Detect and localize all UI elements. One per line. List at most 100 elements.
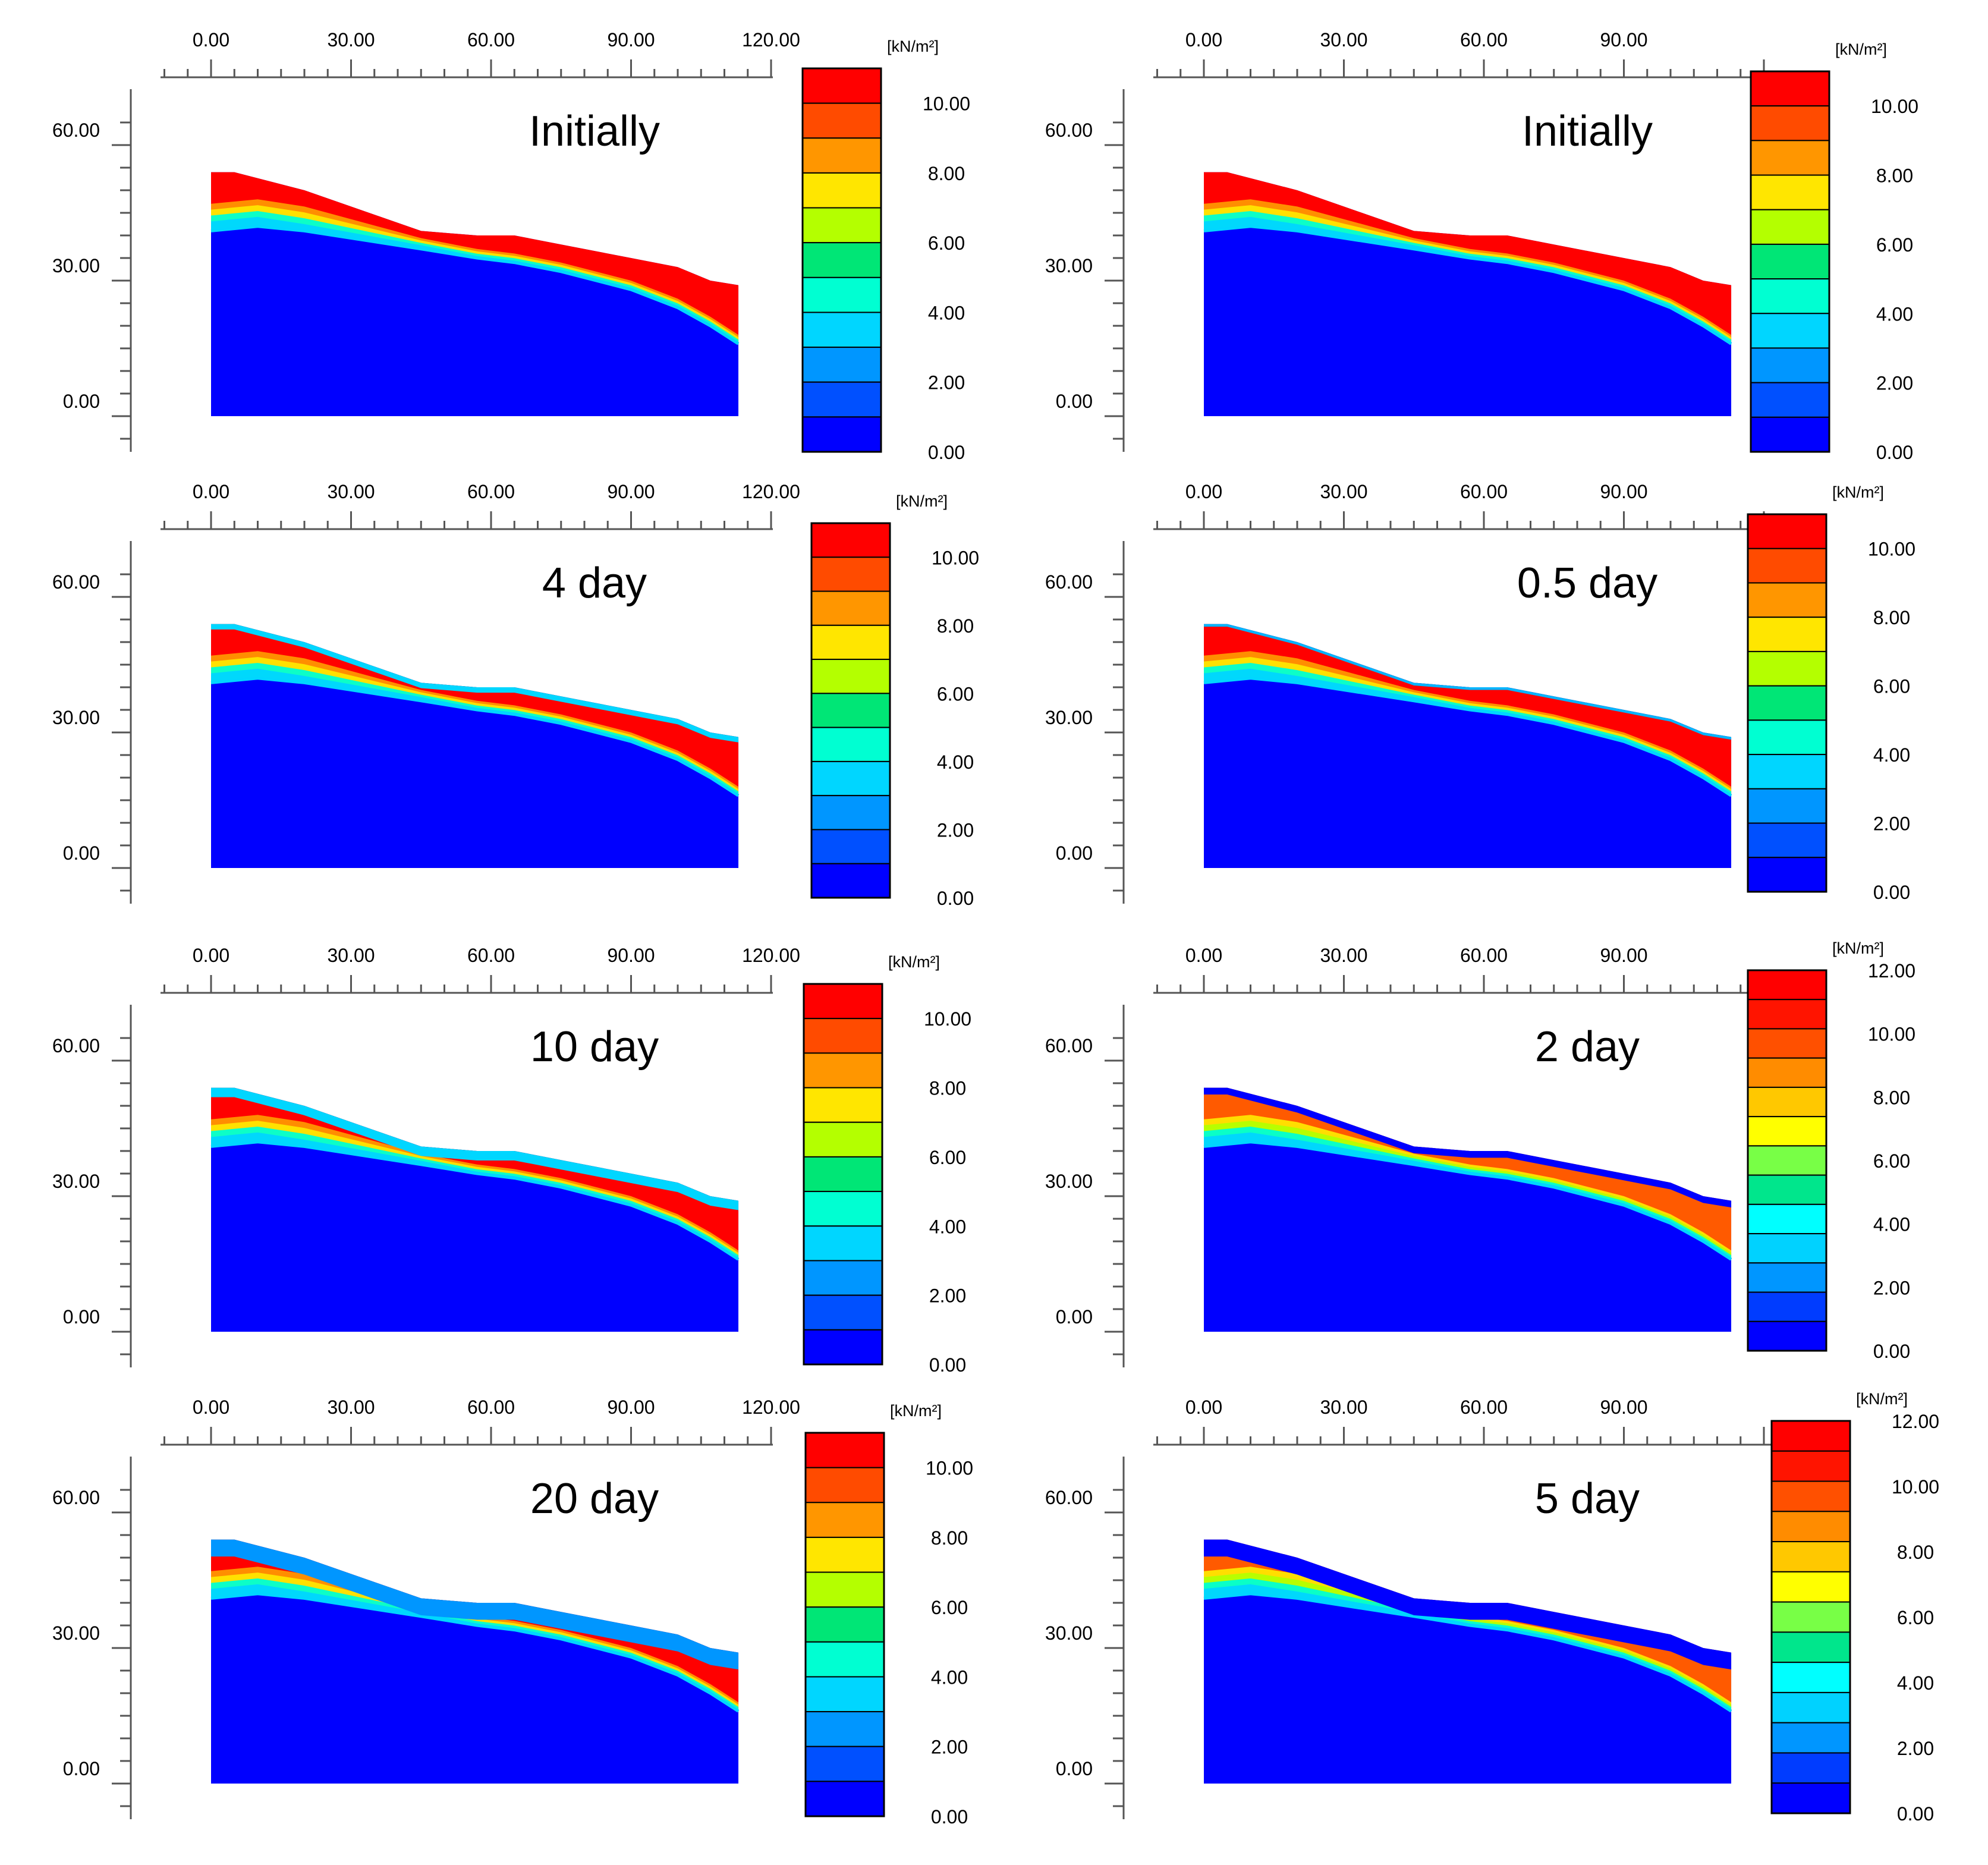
x-tick-label: 120.00 [742, 945, 800, 966]
legend-label: 4.00 [929, 1216, 966, 1237]
legend-units: [kN/m²] [890, 1402, 942, 1420]
legend-label: 2.00 [1897, 1738, 1934, 1759]
legend-swatch [1771, 1480, 1851, 1512]
x-tick-label: 0.00 [193, 29, 229, 51]
legend-label: 2.00 [1876, 373, 1913, 394]
legend-label: 8.00 [1873, 1087, 1910, 1108]
legend-swatch [811, 693, 891, 728]
y-tick-label: 30.00 [52, 255, 100, 276]
wetting-front-zone [1204, 1539, 1732, 1670]
legend-panel-1: [kN/m²] 0.00 2.00 4.00 6.00 8.00 10.00 [801, 37, 970, 463]
legend-units: [kN/m²] [1832, 939, 1884, 957]
y-tick-label: 60.00 [52, 119, 100, 141]
y-tick-label: 0.00 [63, 1306, 100, 1328]
legend-swatch [1771, 1601, 1851, 1633]
legend-label: 2.00 [1873, 813, 1910, 835]
legend-swatch [1747, 548, 1827, 584]
legend-swatch [805, 1467, 885, 1504]
panel-4: 0.00 30.00 60.00 90.00 60.00 30.00 0.00 0.5 day [1045, 481, 1783, 904]
legend-label: 0.00 [928, 442, 965, 463]
x-tick-label: 30.00 [327, 481, 375, 502]
legend-swatch [805, 1571, 885, 1608]
x-tick-label: 90.00 [607, 29, 655, 51]
legend-swatch [1750, 347, 1830, 383]
legend-swatch [1747, 617, 1827, 652]
legend-swatch [803, 1018, 883, 1054]
legend-label: 8.00 [929, 1078, 966, 1099]
legend-swatch [1747, 1028, 1827, 1059]
y-tick-label: 60.00 [1045, 1035, 1093, 1056]
wetting-front-zone [211, 1087, 739, 1210]
stage-label: 5 day [1535, 1475, 1640, 1523]
legend-label: 4.00 [1873, 744, 1910, 766]
unsaturated-zone [1204, 172, 1732, 344]
legend-panel-8: [kN/m²] 0.00 2.00 4.00 6.00 8.00 10.00 12.00 [1770, 1390, 1939, 1825]
y-tick-label: 30.00 [52, 707, 100, 728]
wetting-front-zone [211, 624, 739, 743]
legend-swatch [1771, 1571, 1851, 1603]
panel-2: 0.00 30.00 60.00 90.00 60.00 30.00 0.00 Initial… [1045, 29, 1783, 452]
legend-label: 6.00 [1873, 676, 1910, 697]
legend-panel-2: [kN/m²] 0.00 2.00 4.00 6.00 8.00 10.00 [1750, 40, 1918, 463]
legend-swatch [811, 863, 891, 899]
panel-1: 0.00 30.00 60.00 90.00 120.00 60.00 30.00 0.00 I… [52, 29, 800, 452]
legend-label: 0.00 [931, 1806, 968, 1828]
y-tick-label: 60.00 [52, 571, 100, 593]
x-tick-label: 120.00 [742, 481, 800, 502]
legend-label: 0.00 [1873, 1341, 1910, 1362]
legend-swatch [811, 760, 891, 797]
legend-swatch [1750, 105, 1830, 141]
legend-label: 10.00 [1892, 1476, 1939, 1498]
x-tick-label: 0.00 [193, 945, 229, 966]
legend-swatch [1747, 999, 1827, 1030]
legend-swatch [803, 1121, 883, 1158]
legend-swatch [1747, 754, 1827, 790]
legend-swatch [1747, 857, 1827, 892]
legend-label: 2.00 [928, 372, 965, 394]
x-tick-label: 90.00 [607, 1397, 655, 1418]
legend-swatch [1747, 1174, 1827, 1205]
x-tick-label: 30.00 [1320, 945, 1367, 966]
legend-label: 6.00 [1876, 234, 1913, 256]
wetting-front-zone [211, 1539, 739, 1670]
legend-swatch [803, 1052, 883, 1089]
legend-label: 8.00 [928, 163, 965, 184]
legend-swatch [1747, 1233, 1827, 1264]
stage-label: 20 day [530, 1475, 659, 1523]
legend-label: 0.00 [1876, 442, 1913, 463]
legend-swatch [803, 983, 883, 1020]
y-tick-label: 0.00 [63, 1758, 100, 1779]
y-tick-label: 0.00 [1056, 1306, 1093, 1328]
legend-swatch [803, 1260, 883, 1296]
legend-swatch [811, 523, 891, 558]
x-tick-label: 60.00 [467, 945, 515, 966]
legend-swatch [811, 829, 891, 864]
legend-swatch [1771, 1752, 1851, 1784]
y-tick-label: 30.00 [1045, 707, 1093, 728]
y-tick-label: 30.00 [52, 1622, 100, 1644]
legend-swatch [1750, 278, 1830, 314]
legend-swatch [1771, 1662, 1851, 1693]
legend-frame [801, 67, 882, 453]
x-tick-label: 0.00 [193, 1397, 229, 1418]
legend-label: 4.00 [1873, 1214, 1910, 1235]
legend-swatch [1747, 719, 1827, 756]
legend-label: 10.00 [926, 1458, 973, 1479]
legend-label: 10.00 [1868, 539, 1915, 560]
x-tick-label: 30.00 [327, 945, 375, 966]
legend-frame [803, 983, 883, 1366]
x-tick-label: 60.00 [1460, 1397, 1508, 1418]
legend-swatch [803, 1329, 883, 1365]
legend-units: [kN/m²] [896, 492, 948, 510]
x-tick-label: 60.00 [467, 29, 515, 51]
stage-label: 0.5 day [1517, 559, 1657, 607]
legend-swatch [1750, 71, 1830, 107]
legend-frame [1747, 513, 1827, 893]
panel-7: 0.00 30.00 60.00 90.00 120.00 60.00 30.00 0.00 2… [52, 1397, 800, 1819]
legend-label: 10.00 [932, 547, 979, 568]
legend-swatch [802, 312, 882, 348]
legend-swatch [803, 1294, 883, 1331]
x-tick-label: 30.00 [327, 1397, 375, 1418]
unsaturated-zone [1204, 624, 1732, 796]
x-tick-label: 60.00 [1460, 945, 1508, 966]
